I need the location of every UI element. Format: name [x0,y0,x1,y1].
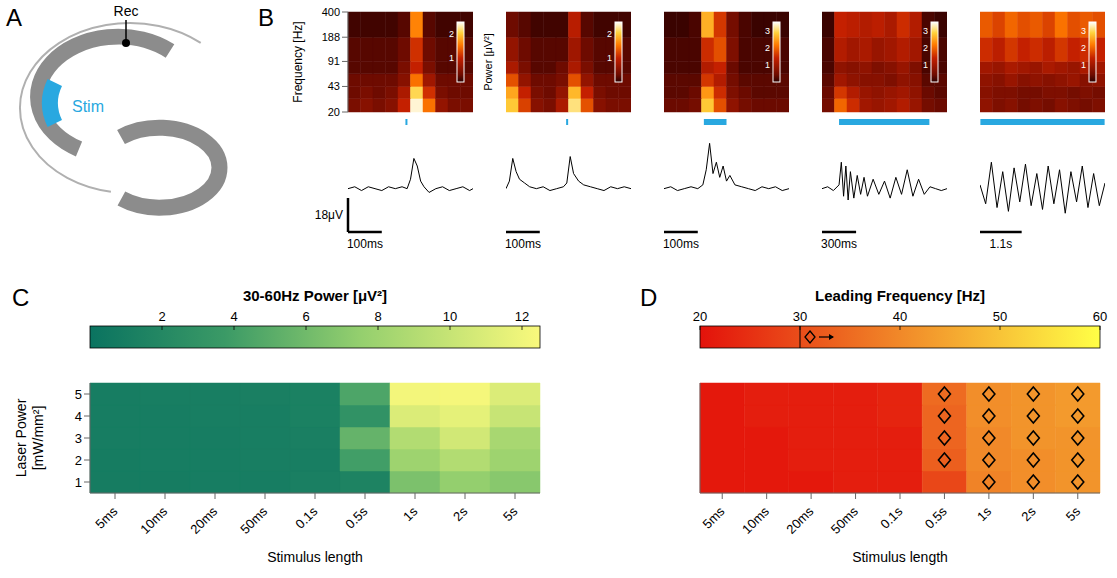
svg-text:Stimulus length: Stimulus length [852,549,948,565]
svg-text:Power [μV²]: Power [μV²] [482,33,494,91]
svg-text:2: 2 [75,453,82,468]
svg-text:0.5s: 0.5s [342,503,370,531]
svg-text:Stim: Stim [72,98,104,115]
svg-text:2: 2 [923,43,928,53]
svg-text:20: 20 [328,106,340,118]
svg-text:D: D [640,284,657,311]
svg-text:3: 3 [1081,26,1086,36]
svg-text:10ms: 10ms [739,503,772,536]
svg-text:2: 2 [1081,43,1086,53]
svg-text:100ms: 100ms [505,237,541,251]
svg-text:40: 40 [893,309,907,324]
svg-text:5s: 5s [1063,503,1084,524]
svg-text:1.1s: 1.1s [989,237,1012,251]
svg-text:Leading Frequency [Hz]: Leading Frequency [Hz] [815,287,985,304]
svg-text:91: 91 [328,55,340,67]
svg-text:2: 2 [765,43,770,53]
svg-text:188: 188 [322,31,340,43]
svg-text:Frequency [Hz]: Frequency [Hz] [291,21,305,102]
svg-text:1: 1 [75,475,82,490]
svg-text:20ms: 20ms [783,503,816,536]
svg-text:10: 10 [443,309,457,324]
svg-text:1s: 1s [400,503,421,524]
svg-text:18μV: 18μV [315,208,343,222]
svg-text:100ms: 100ms [663,237,699,251]
svg-text:4: 4 [230,309,237,324]
svg-text:50: 50 [993,309,1007,324]
svg-text:6: 6 [302,309,309,324]
svg-text:B: B [258,4,274,31]
svg-text:1s: 1s [974,503,995,524]
svg-text:50ms: 50ms [237,503,270,536]
svg-text:2s: 2s [450,503,471,524]
svg-text:2: 2 [607,29,612,39]
svg-text:8: 8 [374,309,381,324]
svg-text:1: 1 [449,53,454,63]
svg-text:100ms: 100ms [347,237,383,251]
svg-text:50ms: 50ms [828,503,861,536]
svg-text:30: 30 [793,309,807,324]
svg-text:30-60Hz Power [μV²]: 30-60Hz Power [μV²] [243,287,387,304]
svg-text:43: 43 [328,80,340,92]
svg-text:5: 5 [75,387,82,402]
svg-text:3: 3 [923,26,928,36]
svg-text:2s: 2s [1018,503,1039,524]
svg-text:20ms: 20ms [187,503,220,536]
svg-text:0.1s: 0.1s [292,503,320,531]
svg-text:1: 1 [607,53,612,63]
svg-text:Rec: Rec [114,3,139,19]
svg-text:4: 4 [75,409,82,424]
svg-text:0.5s: 0.5s [922,503,950,531]
svg-text:C: C [12,284,29,311]
svg-text:5ms: 5ms [700,503,728,531]
svg-text:3: 3 [765,26,770,36]
svg-text:12: 12 [515,309,529,324]
svg-text:A: A [6,4,22,31]
svg-text:5s: 5s [500,503,521,524]
svg-text:1: 1 [765,60,770,70]
svg-text:[mW/mm²]: [mW/mm²] [30,406,46,471]
svg-text:1: 1 [923,60,928,70]
svg-text:20: 20 [693,309,707,324]
svg-text:Laser Power: Laser Power [13,398,29,477]
svg-text:1: 1 [1081,60,1086,70]
svg-text:10ms: 10ms [137,503,170,536]
svg-text:60: 60 [1093,309,1107,324]
svg-text:5ms: 5ms [92,503,120,531]
svg-text:300ms: 300ms [821,237,857,251]
svg-text:400: 400 [322,6,340,18]
svg-text:0.1s: 0.1s [877,503,905,531]
svg-text:Stimulus length: Stimulus length [267,549,363,565]
svg-text:2: 2 [158,309,165,324]
svg-text:2: 2 [449,29,454,39]
svg-text:3: 3 [75,431,82,446]
